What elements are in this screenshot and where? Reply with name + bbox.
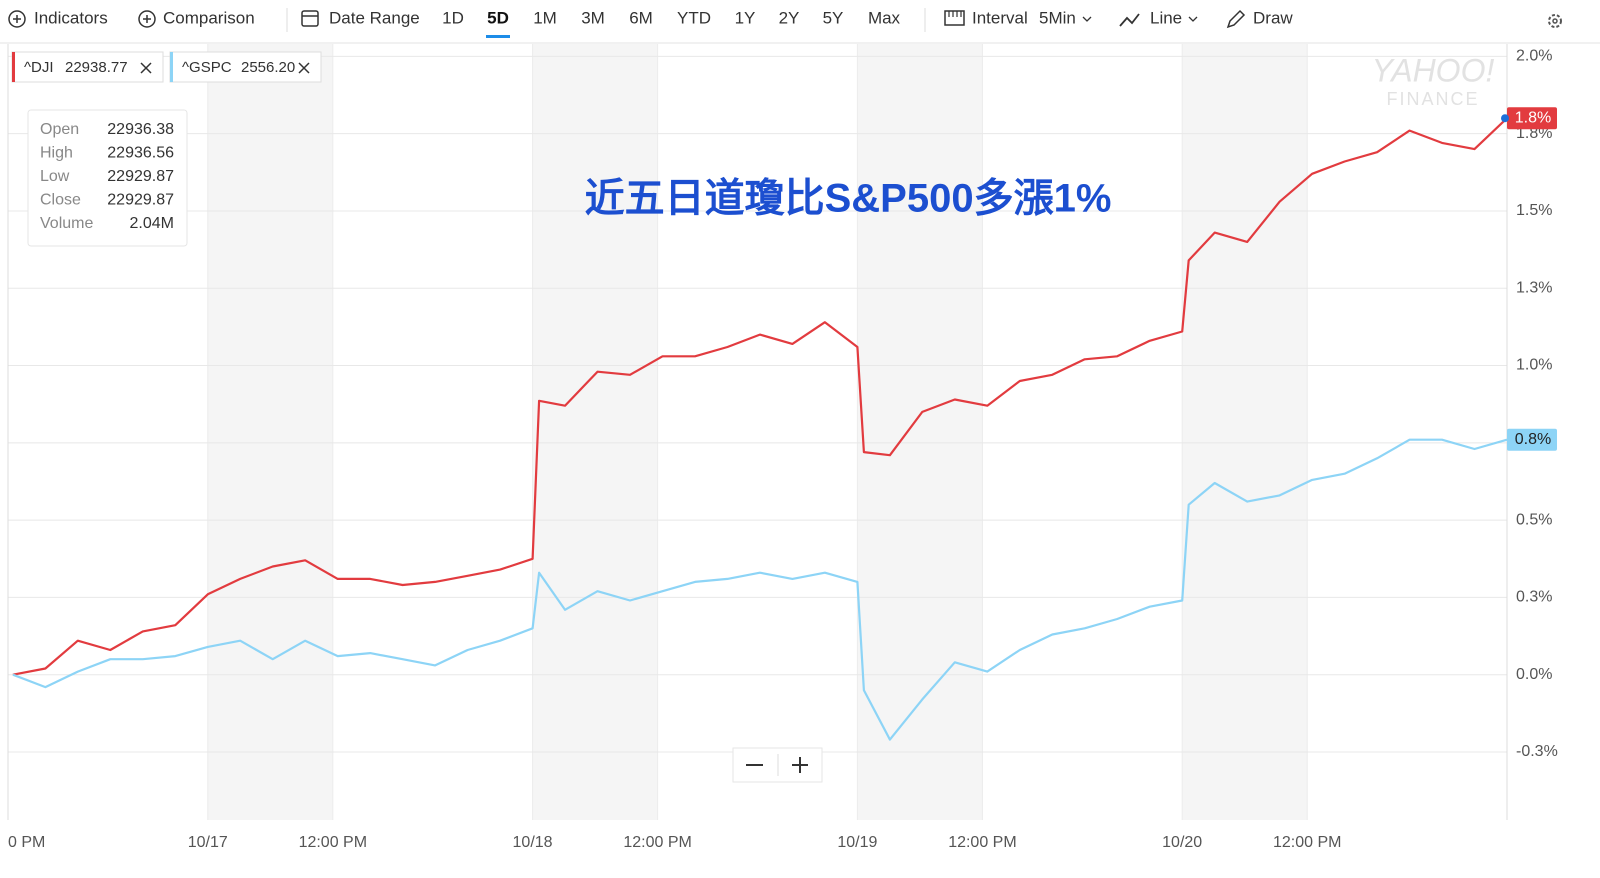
x-tick-label: 10/19 [837,834,877,851]
last-value-box [1507,428,1557,451]
session-band [207,44,333,820]
y-tick-label: 2.0% [1516,48,1552,65]
last-value-label: 1.8% [1515,109,1551,126]
tooltip-value: 22929.87 [107,168,174,185]
last-value-label: 0.8% [1515,431,1551,448]
range-button[interactable]: 6M [629,8,653,27]
y-tick-label: -0.3% [1516,743,1558,760]
icon [143,15,151,23]
x-tick-label: 12:00 PM [1273,834,1341,851]
x-tick-label: 12:00 PM [623,834,691,851]
range-button[interactable]: 3M [581,8,605,27]
series-line [12,117,1508,676]
range-button[interactable]: Max [868,8,901,27]
range-buttons: 1D 5D 1M 3M 6M YTD 1Y 2Y 5Y Max [442,8,901,38]
tooltip-label: Low [40,168,70,185]
tooltip-label: Volume [40,215,93,232]
crosshair-dot [1501,114,1509,123]
y-tick-label: 1.0% [1516,357,1552,374]
range-button[interactable]: 1D [442,8,464,27]
tooltip-value: 22936.38 [107,121,174,138]
y-tick-label: 0.3% [1516,589,1552,606]
annotation: 近五日道瓊比S&P500多漲1% [585,177,1112,221]
icon [1226,9,1246,29]
tooltip-box [27,109,188,247]
y-tick-label: 0.5% [1516,511,1552,528]
toolbar-button[interactable]: Date Range [329,8,420,27]
watermark: YAHOO! [1372,52,1495,88]
range-button[interactable]: 1Y [735,8,756,27]
series-line [12,438,1508,741]
legend-name: ^DJI [24,59,54,76]
legend-color [170,52,173,82]
legend-color [12,52,15,82]
icon [948,11,962,17]
tooltip-label: Close [40,192,81,209]
session-band [857,44,983,820]
x-tick-label: 10/20 [1162,834,1202,851]
x-tick-label: 10/18 [513,834,553,851]
plot-background [7,44,1508,820]
tooltip-value: 22936.56 [107,145,174,162]
range-button[interactable]: 5D [487,8,509,27]
legend-quote: 22938.77 [65,59,128,76]
icon [944,10,965,26]
settings-icon [1552,18,1558,24]
chevron [1082,16,1092,22]
tooltip-value: 22929.87 [107,192,174,209]
range-button[interactable]: 2Y [779,8,800,27]
zoom-control [732,747,823,783]
toolbar: Indicators Comparison Date Range 1D 5D 1M 3… [0,8,1600,44]
legend-remove[interactable] [298,62,310,74]
toolbar-button[interactable]: Indicators [34,8,108,27]
toolbar-button[interactable]: 5Min [1039,8,1076,27]
chevron [1188,16,1198,22]
session-band [1182,44,1308,820]
toolbar-button[interactable]: Line [1150,8,1182,27]
legend-name: ^GSPC [182,59,232,76]
legend-remove[interactable] [140,62,152,74]
x-tick-label: 0 PM [8,834,45,851]
legend-chip [169,51,322,83]
range-button[interactable]: 5Y [823,8,844,27]
toolbar-button[interactable]: Comparison [163,8,255,27]
icon [13,15,21,23]
x-tick-label: 12:00 PM [948,834,1016,851]
settings-icon[interactable] [1548,14,1562,28]
session-band [532,44,658,820]
icon [301,10,319,27]
range-button[interactable]: YTD [677,8,711,27]
toolbar-button[interactable]: Interval [972,8,1028,27]
legend-quote: 2556.20 [241,59,295,76]
tooltip-value: 2.04M [130,215,174,232]
x-tick-label: 12:00 PM [299,834,367,851]
tooltip-label: Open [40,121,79,138]
y-tick-label: 1.3% [1516,279,1552,296]
icon [138,10,156,28]
watermark: FINANCE [1386,89,1479,109]
x-tick-label: 10/17 [188,834,228,851]
range-button[interactable]: 1M [533,8,557,27]
tooltip-label: High [40,145,73,162]
icon [1119,13,1140,27]
zoom-in[interactable] [792,757,808,773]
y-tick-label: 0.0% [1516,666,1552,683]
y-tick-label: 1.5% [1516,202,1552,219]
icon [8,10,26,28]
active-indicator [486,35,510,38]
last-value-box [1507,107,1557,130]
toolbar-button[interactable]: Draw [1253,8,1293,27]
